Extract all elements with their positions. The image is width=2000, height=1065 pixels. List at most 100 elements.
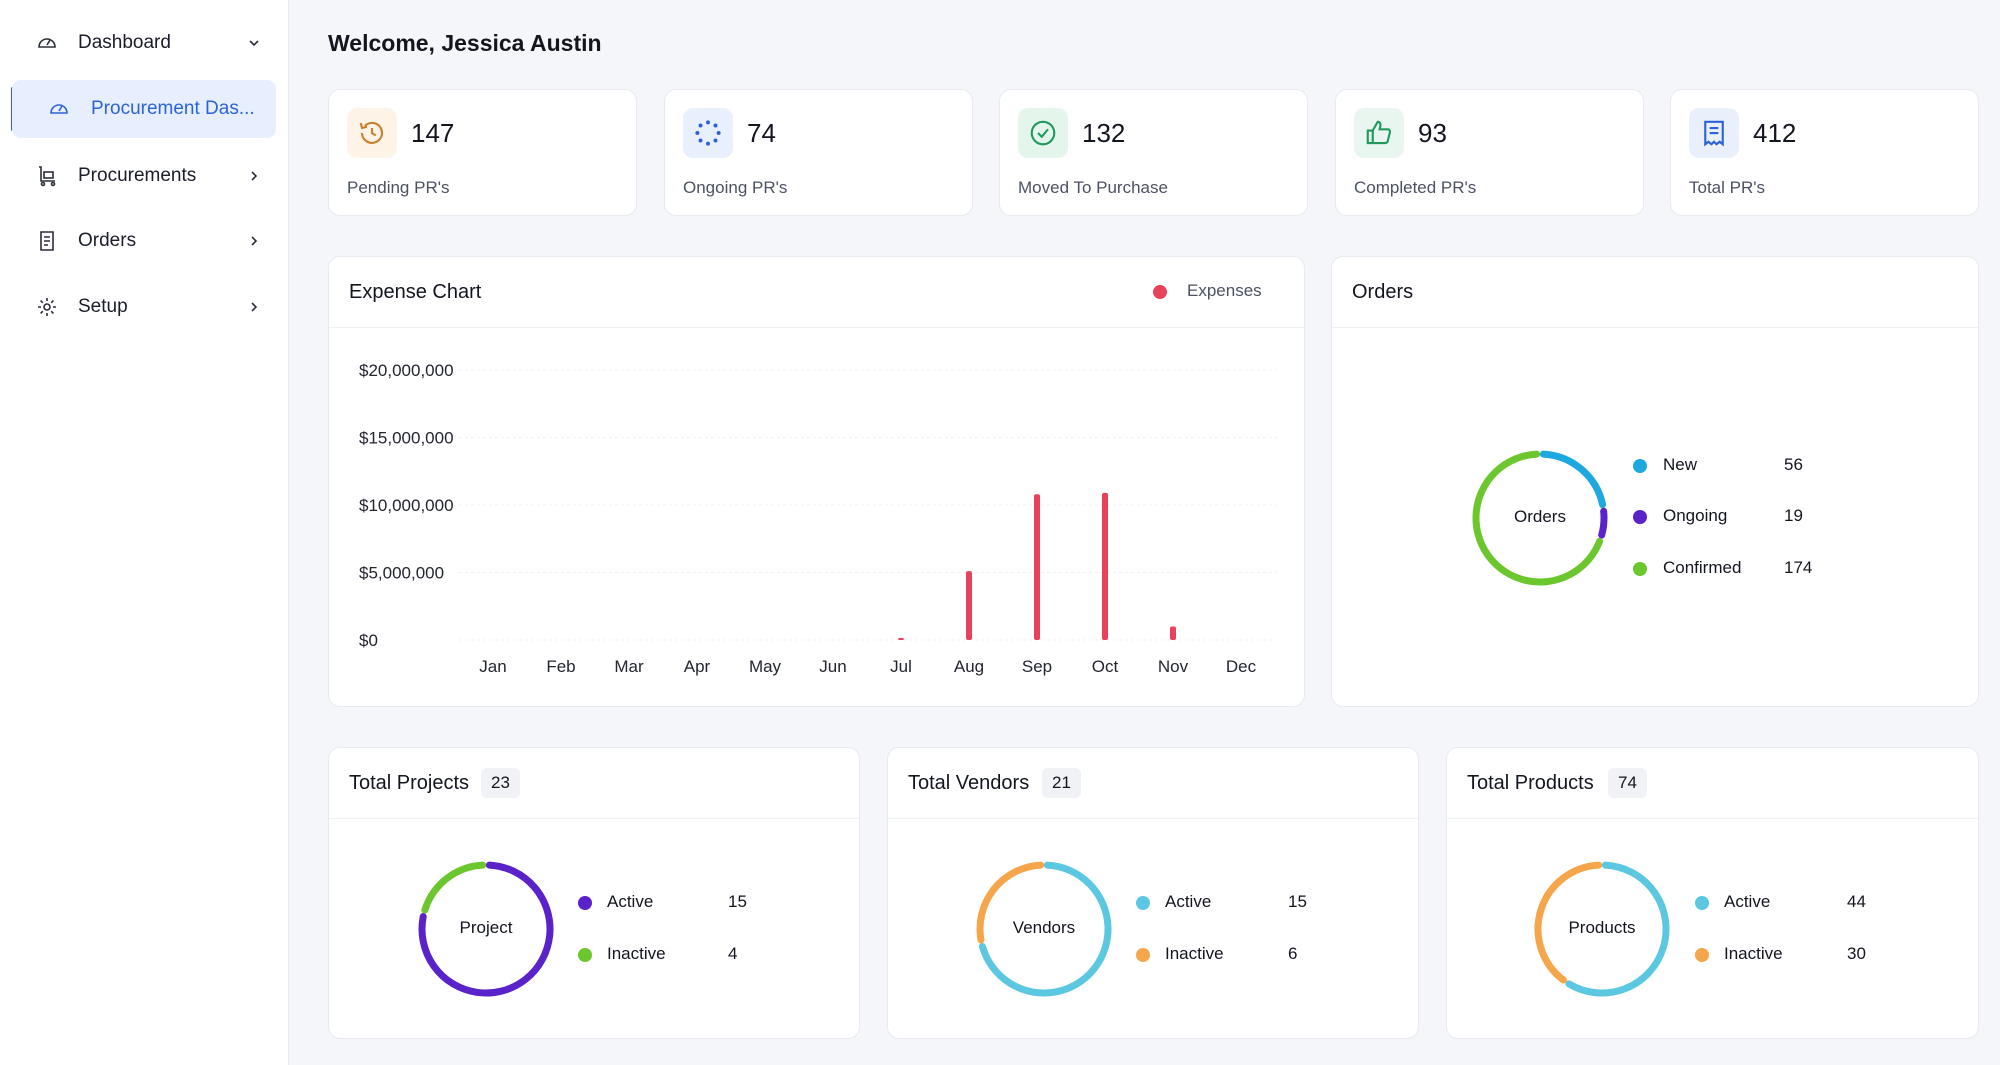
donut-segment[interactable]: [1534, 861, 1603, 984]
stat-value: 147: [411, 118, 455, 148]
donut-segment[interactable]: [1598, 507, 1608, 539]
cart-icon: [39, 166, 56, 187]
x-tick-label: Mar: [614, 657, 644, 676]
legend-label: Inactive: [607, 944, 666, 963]
stat-value: 412: [1753, 118, 1797, 148]
card-title: Orders: [1352, 281, 1414, 303]
expense-bar[interactable]: [898, 637, 904, 640]
scroll-icon: [40, 231, 54, 251]
donut-segment[interactable]: [1539, 450, 1607, 509]
total-vendors-card: Total Vendors 21 Vendors Active 15 Inact…: [887, 747, 1419, 1039]
thumbs-up-icon: [1354, 108, 1404, 158]
stat-label: Completed PR's: [1354, 178, 1477, 197]
stat-card-total[interactable]: 412 Total PR's: [1670, 89, 1979, 216]
donut-segment[interactable]: [1565, 861, 1670, 997]
stat-card-ongoing[interactable]: 74 Ongoing PR's: [664, 89, 973, 216]
x-tick-label: Oct: [1092, 657, 1119, 676]
chevron-down-icon: [249, 40, 259, 47]
speedometer-icon: [50, 104, 68, 114]
x-tick-label: Feb: [546, 657, 575, 676]
expense-bar[interactable]: [966, 571, 972, 640]
speedometer-icon: [38, 38, 56, 48]
legend-label: Ongoing: [1663, 506, 1728, 525]
expense-bar[interactable]: [1034, 494, 1040, 640]
card-header: Total Vendors 21: [888, 748, 1418, 819]
legend-dot: [578, 896, 592, 910]
legend-value: 56: [1784, 455, 1803, 474]
donut-segment[interactable]: [978, 861, 1112, 997]
legend-value: 19: [1784, 506, 1803, 525]
legend-label: Inactive: [1724, 944, 1783, 963]
stat-value: 132: [1082, 118, 1126, 148]
sidebar-item-label: Orders: [78, 230, 137, 251]
stat-value: 93: [1418, 118, 1447, 148]
stat-card-completed[interactable]: 93 Completed PR's: [1335, 89, 1644, 216]
x-tick-label: Jun: [819, 657, 846, 676]
sidebar-item-procurements[interactable]: Procurements: [12, 147, 276, 205]
donut-center-label: Project: [459, 918, 513, 937]
loading-icon: [683, 108, 733, 158]
donut-segment[interactable]: [421, 861, 487, 914]
donut-segment[interactable]: [976, 861, 1045, 944]
legend-value: 15: [1288, 892, 1307, 911]
expense-bar-chart: $0 $5,000,000 $10,000,000 $15,000,000 $20,00…: [359, 361, 1277, 676]
y-tick-label: $5,000,000: [359, 564, 444, 583]
y-tick-label: $20,000,000: [359, 361, 454, 380]
legend-label: New: [1663, 455, 1698, 474]
sidebar-item-label: Setup: [78, 296, 128, 317]
card-header: Total Projects 23: [329, 748, 859, 819]
legend-label[interactable]: Expenses: [1187, 281, 1262, 300]
x-tick-label: Jul: [890, 657, 912, 676]
legend-dot: [1633, 562, 1647, 576]
orders-donut-chart: [1472, 450, 1608, 586]
legend-dot: [1633, 510, 1647, 524]
expense-bar[interactable]: [1102, 492, 1108, 640]
stat-label: Ongoing PR's: [683, 178, 788, 197]
total-projects-card: Total Projects 23 Project Active 15 Inac…: [328, 747, 860, 1039]
card-header: Total Products 74: [1447, 748, 1978, 819]
sidebar-item-dashboard[interactable]: Dashboard: [12, 14, 276, 72]
donut-segment[interactable]: [1472, 450, 1604, 586]
page-title: Welcome, Jessica Austin: [328, 30, 602, 56]
stat-label: Pending PR's: [347, 178, 450, 197]
legend-label: Active: [607, 892, 654, 911]
x-tick-label: Apr: [684, 657, 711, 676]
stat-card-pending[interactable]: 147 Pending PR's: [328, 89, 637, 216]
x-tick-label: Nov: [1158, 657, 1189, 676]
donut-segment[interactable]: [418, 861, 554, 997]
legend-dot: [1136, 896, 1150, 910]
chevron-right-icon: [251, 302, 258, 312]
projects-donut-chart: [418, 861, 554, 997]
y-tick-label: $15,000,000: [359, 429, 454, 448]
x-tick-label: Sep: [1022, 657, 1052, 676]
legend-value: 30: [1847, 944, 1866, 963]
chevron-right-icon: [251, 236, 258, 246]
legend-value: 44: [1847, 892, 1866, 911]
total-products-card: Total Products 74 Products Active 44 Ina…: [1446, 747, 1979, 1039]
legend-dot: [578, 948, 592, 962]
card-header: Expense Chart Expenses: [329, 257, 1304, 328]
legend-dot: [1136, 948, 1150, 962]
card-header: Orders: [1332, 257, 1978, 328]
sidebar: Dashboard Procurement Das... Procurement…: [0, 0, 289, 1065]
check-circle-icon: [1018, 108, 1068, 158]
count-badge: 74: [1608, 768, 1647, 798]
sidebar-item-procurement-dashboard[interactable]: Procurement Das...: [12, 80, 276, 138]
stat-card-moved-to-purchase[interactable]: 132 Moved To Purchase: [999, 89, 1308, 216]
legend-value: 6: [1288, 944, 1298, 963]
expense-bar[interactable]: [1170, 626, 1176, 641]
card-title: Expense Chart: [349, 281, 482, 303]
receipt-icon: [1689, 108, 1739, 158]
card-title: Total Projects: [349, 772, 470, 794]
sidebar-item-orders[interactable]: Orders: [12, 212, 276, 270]
expense-chart-card: Expense Chart Expenses $0 $5,000,000 $10,0…: [328, 256, 1305, 707]
sidebar-item-label: Procurement Das...: [91, 98, 255, 119]
x-tick-label: Dec: [1226, 657, 1257, 676]
legend-label: Confirmed: [1663, 558, 1742, 577]
y-tick-label: $10,000,000: [359, 496, 454, 515]
stat-label: Moved To Purchase: [1018, 178, 1168, 197]
legend-dot: [1695, 948, 1709, 962]
vendors-donut-chart: [976, 861, 1112, 997]
legend-value: 15: [728, 892, 747, 911]
sidebar-item-setup[interactable]: Setup: [12, 278, 276, 336]
